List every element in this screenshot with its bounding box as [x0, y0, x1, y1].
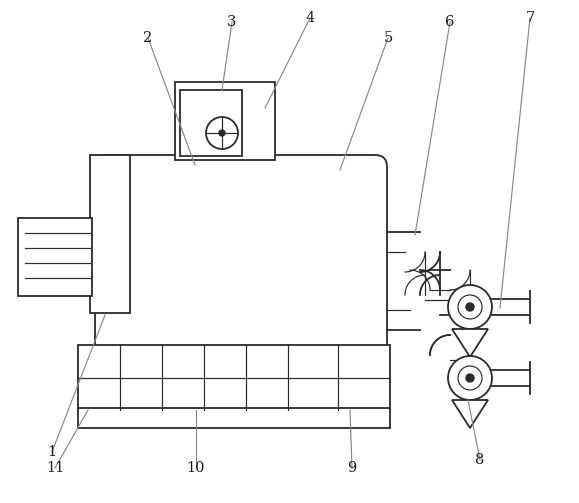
Text: 10: 10 — [187, 461, 205, 475]
Text: 9: 9 — [347, 461, 357, 475]
Text: 3: 3 — [228, 15, 237, 29]
Text: 2: 2 — [144, 31, 153, 45]
Text: 4: 4 — [305, 11, 314, 25]
Bar — [90, 155, 130, 313]
Polygon shape — [452, 329, 488, 357]
Bar — [78, 345, 390, 410]
Circle shape — [206, 117, 238, 149]
Circle shape — [219, 130, 225, 136]
Text: 1: 1 — [47, 445, 57, 459]
Text: 8: 8 — [475, 453, 485, 467]
Text: 5: 5 — [383, 31, 393, 45]
FancyBboxPatch shape — [95, 155, 387, 380]
Circle shape — [448, 285, 492, 329]
Circle shape — [466, 374, 474, 382]
Polygon shape — [452, 400, 488, 428]
Text: 7: 7 — [525, 11, 534, 25]
Text: 11: 11 — [46, 461, 64, 475]
Bar — [180, 90, 242, 156]
Bar — [175, 82, 275, 160]
Text: 6: 6 — [445, 15, 455, 29]
Circle shape — [448, 356, 492, 400]
Bar — [18, 218, 92, 296]
Circle shape — [458, 295, 482, 319]
Circle shape — [458, 366, 482, 390]
Circle shape — [466, 303, 474, 311]
Bar — [78, 408, 390, 428]
